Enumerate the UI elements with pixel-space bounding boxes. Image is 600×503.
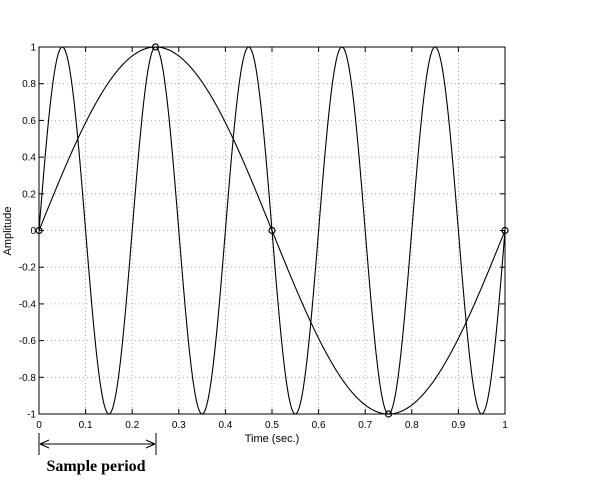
annotation-left-arrowhead	[39, 439, 50, 449]
x-tick-label: 0.6	[312, 420, 326, 431]
y-tick-labels: -1 -0.8 -0.6 -0.4 -0.2 0 0.2 0.4 0.6 0.8 1	[19, 43, 37, 421]
y-tick-label: 0.2	[22, 189, 36, 200]
y-tick-label: -0.6	[19, 336, 37, 347]
y-tick-label: 0.4	[22, 153, 36, 164]
annotation-label: Sample period	[46, 458, 145, 475]
x-tick-labels: 0 0.1 0.2 0.3 0.4 0.5 0.6 0.7 0.8 0.9 1	[36, 420, 508, 431]
x-axis-label: Time (sec.)	[245, 433, 300, 445]
x-tick-label: 0.2	[125, 420, 139, 431]
x-tick-label: 0.8	[405, 420, 419, 431]
y-tick-label: -0.4	[19, 299, 37, 310]
y-tick-label: 0	[30, 226, 36, 237]
x-tick-label: 0.4	[218, 420, 232, 431]
x-tick-label: 0.1	[79, 420, 93, 431]
axis-ticks	[38, 46, 506, 415]
x-tick-label: 0.3	[172, 420, 186, 431]
sample-point-marker	[268, 226, 276, 235]
sample-period-annotation: Sample period	[38, 433, 157, 475]
y-tick-label: -0.2	[19, 263, 37, 274]
y-tick-label: -0.8	[19, 373, 37, 384]
y-axis-label: Amplitude	[2, 207, 14, 256]
annotation-right-arrowhead	[145, 439, 156, 449]
x-tick-label: 0.9	[451, 420, 465, 431]
y-tick-label: 0.8	[22, 79, 36, 90]
x-tick-label: 1	[502, 420, 508, 431]
x-tick-label: 0	[36, 420, 42, 431]
y-tick-label: 1	[30, 43, 36, 54]
sine-series-5hz	[38, 46, 506, 415]
y-tick-label: 0.6	[22, 116, 36, 127]
y-tick-label: -1	[27, 410, 36, 421]
series-group	[38, 46, 506, 415]
x-tick-label: 0.7	[358, 420, 372, 431]
grid	[39, 47, 505, 414]
x-tick-label: 0.5	[265, 420, 279, 431]
